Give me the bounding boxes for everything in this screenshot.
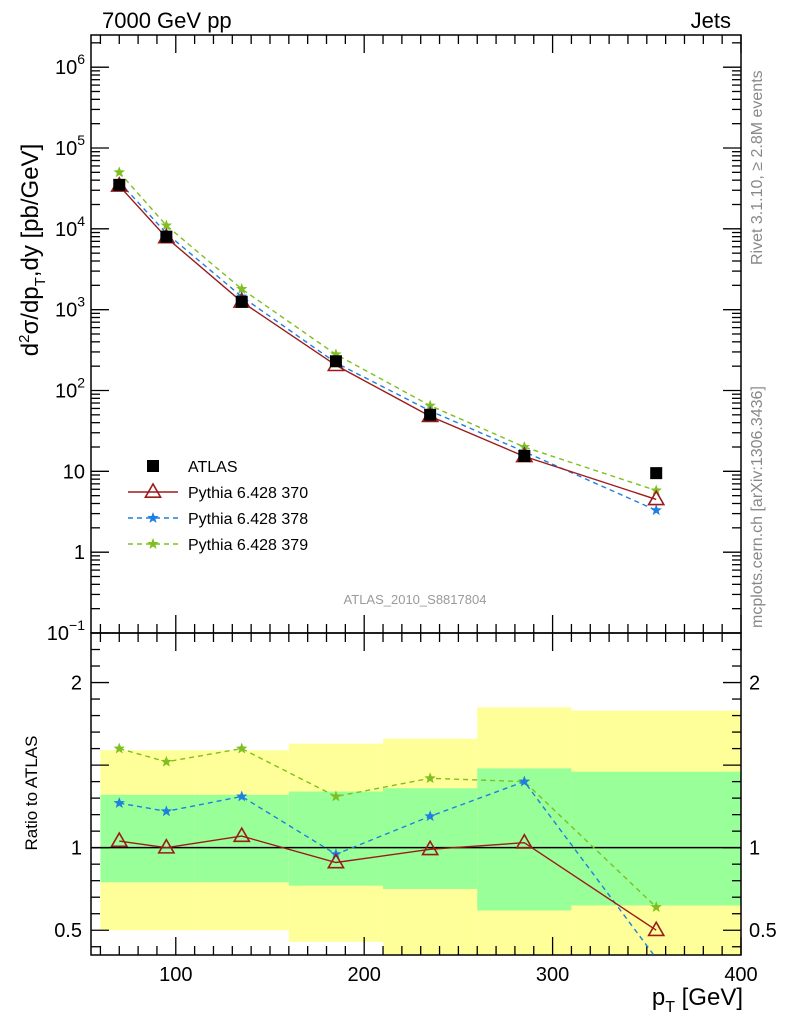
main-data-point	[160, 230, 173, 243]
ratio-y-axis-label: Ratio to ATLAS	[22, 736, 41, 851]
ratio-tick-label: 0.5	[54, 920, 82, 942]
ratio-data-point	[160, 755, 173, 767]
main-series-line	[118, 185, 657, 501]
main-data-point	[647, 489, 666, 506]
ratio-data-point	[110, 831, 129, 848]
ratio-tick-label: 0.5	[749, 920, 777, 942]
inner-band-bin	[194, 794, 289, 883]
ratio-data-point	[326, 852, 345, 869]
y-tick-label: 1	[74, 542, 85, 564]
ratio-data-point	[236, 790, 248, 802]
analysis-label: ATLAS_2010_S8817804	[344, 592, 487, 607]
ratio-plot-frame	[90, 632, 742, 956]
main-data-point	[518, 449, 531, 462]
rivet-label: Rivet 3.1.10, ≥ 2.8M events	[749, 70, 766, 265]
y-tick-label: 103	[55, 294, 85, 322]
ratio-tick-label: 1	[71, 838, 82, 860]
main-data-point	[235, 295, 248, 308]
legend-marker	[147, 538, 159, 549]
main-series-line	[118, 171, 657, 492]
header-left: 7000 GeV pp	[102, 8, 232, 33]
legend-label: ATLAS	[188, 459, 238, 476]
ratio-data-point	[113, 797, 125, 808]
ratio-data-point	[647, 920, 666, 937]
legend-label: Pythia 6.428 370	[188, 485, 308, 502]
legend-label: Pythia 6.428 378	[188, 511, 308, 528]
ratio-series-group	[110, 742, 666, 956]
legend-marker	[144, 482, 162, 499]
main-data-point	[424, 408, 437, 421]
x-tick-label: 100	[159, 964, 192, 986]
y-tick-label: 106	[55, 51, 85, 79]
main-y-axis-label: d2σ/dpT,dy [pb/GeV]	[16, 144, 49, 356]
y-tick-label: 104	[55, 213, 85, 241]
main-data-point	[113, 178, 126, 191]
ratio-data-point	[232, 826, 251, 843]
ratio-tick-label: 2	[71, 673, 82, 695]
ratio-data-point	[424, 772, 436, 784]
x-tick-label: 400	[724, 964, 757, 986]
main-data-point	[160, 219, 173, 231]
header-right: Jets	[691, 8, 731, 33]
ratio-data-point	[236, 742, 248, 754]
main-data-point	[329, 355, 342, 368]
ratio-data-point	[113, 742, 125, 754]
y-tick-label: 10	[63, 461, 85, 483]
ratio-data-point	[330, 790, 342, 802]
ratio-uncertainty-bands	[100, 707, 741, 955]
ratio-series-line	[119, 835, 657, 931]
main-data-point	[330, 348, 342, 360]
y-tick-label: 105	[55, 132, 85, 160]
ratio-data-point	[518, 775, 531, 787]
inner-band-bin	[571, 771, 741, 906]
ratio-axis-ticks: 2 2 1 1 0.5 0.5	[54, 648, 777, 948]
ratio-tick-label: 2	[749, 673, 760, 695]
y-tick-label: 10−1	[47, 617, 85, 645]
main-series-group	[110, 166, 666, 516]
ratio-data-point	[515, 833, 534, 849]
inner-band-bin	[288, 791, 384, 886]
ratio-data-point	[650, 901, 662, 912]
ratio-data-point	[421, 839, 440, 856]
legend-label: Pythia 6.428 379	[188, 537, 308, 554]
inner-band-bin	[383, 788, 478, 889]
ratio-data-point	[160, 805, 173, 817]
legend-marker	[147, 460, 159, 472]
x-tick-label: 300	[536, 964, 569, 986]
ratio-data-point	[157, 838, 176, 854]
ratio-tick-label: 1	[749, 838, 760, 860]
main-data-point	[236, 283, 248, 294]
mcplots-label: mcplots.cern.ch [arXiv:1306.3436]	[749, 386, 766, 628]
y-tick-label: 102	[55, 375, 85, 403]
legend-marker	[147, 512, 159, 523]
ratio-data-point	[424, 810, 436, 822]
legend: ATLAS Pythia 6.428 370 Pythia 6.428 378 Pyt…	[128, 459, 308, 554]
inner-band-bin	[477, 768, 572, 911]
x-tick-label: 200	[348, 964, 381, 986]
main-data-point	[113, 166, 125, 178]
main-data-point	[650, 504, 662, 516]
x-axis-label: pT [GeV]	[652, 984, 743, 1016]
main-data-point	[650, 467, 663, 480]
